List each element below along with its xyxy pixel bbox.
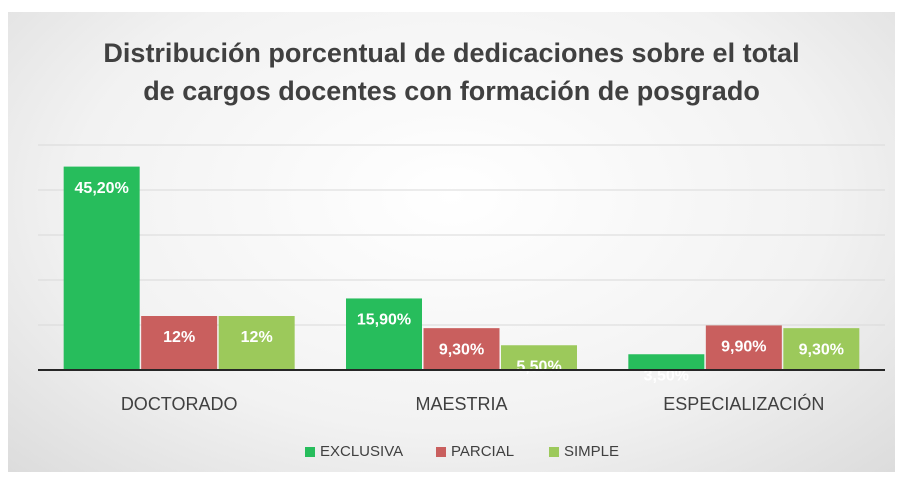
value-label: 9,30% [799, 341, 844, 358]
value-label: 5,50% [516, 358, 561, 375]
legend-swatch [549, 447, 559, 457]
value-label: 15,90% [357, 312, 411, 329]
bar [783, 328, 860, 370]
legend-label: EXCLUSIVA [320, 443, 403, 460]
bar [705, 325, 782, 370]
legend-swatch [436, 447, 446, 457]
value-label: 45,20% [75, 180, 129, 197]
chart-title: Distribución porcentual de dedicaciones … [103, 38, 800, 106]
chart-background [8, 12, 895, 472]
bar [501, 345, 577, 370]
value-label: 12% [241, 329, 273, 346]
value-label: 3,50% [644, 367, 689, 384]
bar [628, 354, 705, 370]
legend-label: PARCIAL [451, 443, 514, 460]
legend-swatch [305, 447, 315, 457]
bar [218, 316, 295, 370]
x-tick-label: MAESTRIA [415, 394, 507, 414]
legend-label: SIMPLE [564, 443, 619, 460]
value-label: 9,90% [721, 339, 766, 356]
bar [63, 166, 140, 370]
bar [141, 316, 218, 370]
value-label: 12% [163, 329, 195, 346]
x-tick-label: DOCTORADO [121, 394, 238, 414]
bar [423, 328, 500, 370]
bar [346, 298, 422, 370]
value-label: 9,30% [439, 341, 484, 358]
x-tick-label: ESPECIALIZACIÓN [663, 393, 824, 414]
